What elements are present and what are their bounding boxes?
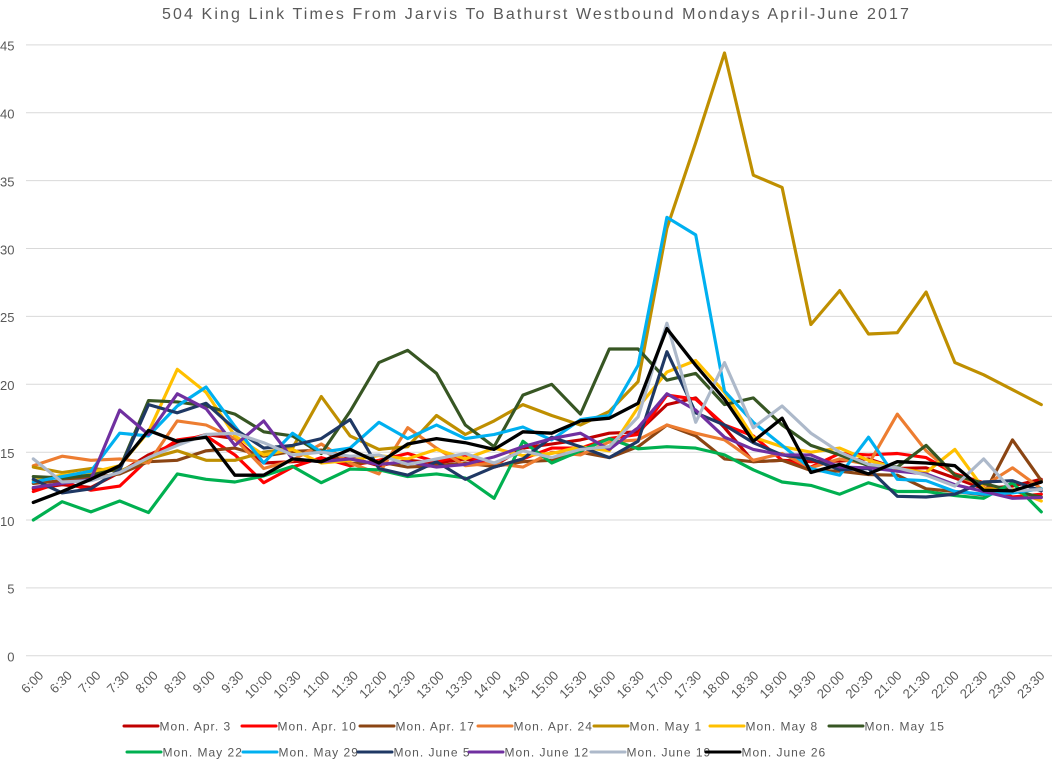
svg-text:Mon. June 12: Mon. June 12 xyxy=(505,745,590,759)
svg-text:30: 30 xyxy=(0,242,14,257)
svg-text:20: 20 xyxy=(0,378,14,393)
svg-text:Mon. May 15: Mon. May 15 xyxy=(865,719,945,733)
svg-text:25: 25 xyxy=(0,310,14,325)
svg-text:504 King Link Times From Jarvi: 504 King Link Times From Jarvis To Bathu… xyxy=(162,6,911,23)
svg-text:Mon. June 26: Mon. June 26 xyxy=(742,745,827,759)
svg-text:Mon. Apr. 17: Mon. Apr. 17 xyxy=(396,719,475,733)
svg-text:0: 0 xyxy=(7,650,14,665)
svg-text:40: 40 xyxy=(0,107,14,122)
svg-text:Mon. June 19: Mon. June 19 xyxy=(627,745,712,759)
svg-text:15: 15 xyxy=(0,446,14,461)
svg-text:Mon. Apr. 3: Mon. Apr. 3 xyxy=(160,719,232,733)
svg-text:45: 45 xyxy=(0,39,14,54)
svg-text:Mon. Apr. 10: Mon. Apr. 10 xyxy=(278,719,357,733)
svg-text:Mon. June 5: Mon. June 5 xyxy=(394,745,471,759)
svg-text:5: 5 xyxy=(7,582,14,597)
svg-text:10: 10 xyxy=(0,514,14,529)
svg-text:Mon. May 22: Mon. May 22 xyxy=(163,745,243,759)
svg-text:Mon. May 8: Mon. May 8 xyxy=(746,719,819,733)
svg-text:Mon. May 29: Mon. May 29 xyxy=(279,745,359,759)
svg-text:35: 35 xyxy=(0,174,14,189)
svg-text:Mon. May 1: Mon. May 1 xyxy=(630,719,703,733)
svg-text:Mon. Apr. 24: Mon. Apr. 24 xyxy=(514,719,593,733)
